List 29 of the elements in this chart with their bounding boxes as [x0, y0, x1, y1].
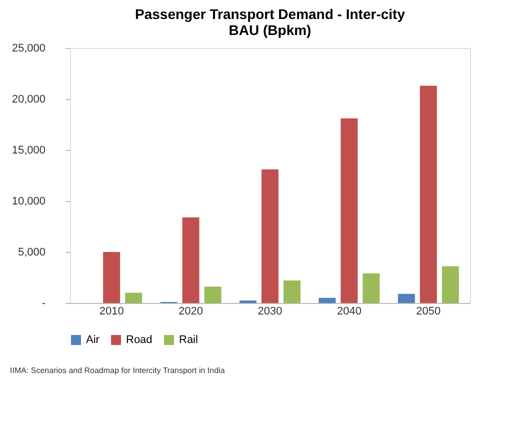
bar: [340, 118, 358, 303]
x-tick-label: 2050: [416, 306, 441, 318]
bar: [398, 294, 415, 303]
y-tick-label: 25,000: [12, 42, 46, 54]
y-tick-label: 20,000: [12, 94, 46, 106]
bar: [362, 273, 380, 303]
legend-label: Air: [86, 334, 100, 346]
bar: [262, 169, 278, 303]
bar: [240, 300, 256, 303]
y-tick-label: 15,000: [12, 144, 46, 156]
x-tick-label: 2010: [99, 306, 124, 318]
bar: [420, 86, 437, 303]
bar: [442, 266, 459, 303]
y-tick-label: 5,000: [18, 246, 46, 258]
bar: [318, 298, 336, 303]
y-tick-label: 10,000: [12, 196, 46, 208]
x-tick-label: 2030: [258, 306, 282, 318]
legend-label: Rail: [179, 334, 198, 346]
x-tick-label: 2020: [178, 306, 204, 318]
bar: [125, 292, 142, 303]
x-tick-label: 2040: [336, 306, 362, 318]
chart-title: Passenger Transport Demand - Inter-city BAU (Bpkm): [135, 6, 406, 38]
legend-label: Road: [126, 334, 152, 346]
bar: [284, 280, 300, 303]
bar: [103, 252, 120, 303]
y-tick-label: -: [42, 298, 46, 310]
bar: [204, 286, 222, 303]
bar: [182, 217, 200, 303]
text: IIMA: Scenarios and Roadmap for Intercity Transport in India: [10, 366, 226, 375]
